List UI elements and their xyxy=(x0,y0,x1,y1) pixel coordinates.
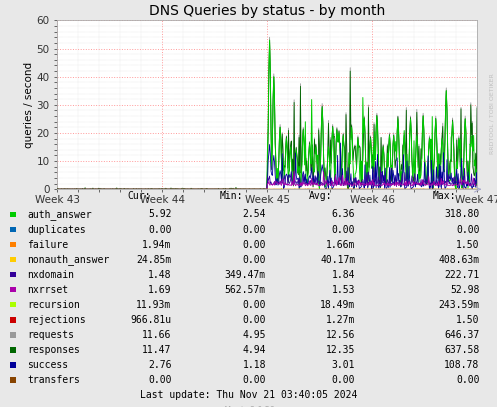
Text: 11.93m: 11.93m xyxy=(136,300,171,310)
Text: 408.63m: 408.63m xyxy=(438,255,480,265)
Text: nxrrset: nxrrset xyxy=(27,285,69,295)
Text: 1.94m: 1.94m xyxy=(142,240,171,249)
Text: failure: failure xyxy=(27,240,69,249)
Text: success: success xyxy=(27,360,69,370)
Text: nonauth_answer: nonauth_answer xyxy=(27,254,109,265)
Text: duplicates: duplicates xyxy=(27,225,86,234)
Text: 0.00: 0.00 xyxy=(332,375,355,385)
Text: transfers: transfers xyxy=(27,375,80,385)
Text: 4.94: 4.94 xyxy=(243,345,266,355)
Text: 0.00: 0.00 xyxy=(148,225,171,234)
Text: RRDTOOL / TOBI OETIKER: RRDTOOL / TOBI OETIKER xyxy=(490,74,495,154)
Text: 2.76: 2.76 xyxy=(148,360,171,370)
Text: 108.78: 108.78 xyxy=(444,360,480,370)
Title: DNS Queries by status - by month: DNS Queries by status - by month xyxy=(149,4,385,18)
Text: 243.59m: 243.59m xyxy=(438,300,480,310)
Text: auth_answer: auth_answer xyxy=(27,209,92,220)
Text: 966.81u: 966.81u xyxy=(130,315,171,325)
Text: 0.00: 0.00 xyxy=(243,240,266,249)
Text: 0.00: 0.00 xyxy=(243,315,266,325)
Text: responses: responses xyxy=(27,345,80,355)
Text: 0.00: 0.00 xyxy=(243,255,266,265)
Text: 1.66m: 1.66m xyxy=(326,240,355,249)
Text: 1.48: 1.48 xyxy=(148,270,171,280)
Text: 12.56: 12.56 xyxy=(326,330,355,340)
Text: 562.57m: 562.57m xyxy=(225,285,266,295)
Text: recursion: recursion xyxy=(27,300,80,310)
Text: 52.98: 52.98 xyxy=(450,285,480,295)
Text: 0.00: 0.00 xyxy=(456,225,480,234)
Text: 637.58: 637.58 xyxy=(444,345,480,355)
Text: rejections: rejections xyxy=(27,315,86,325)
Text: 349.47m: 349.47m xyxy=(225,270,266,280)
Text: 1.50: 1.50 xyxy=(456,315,480,325)
Text: Cur:: Cur: xyxy=(127,191,151,201)
Text: 11.47: 11.47 xyxy=(142,345,171,355)
Text: 1.50: 1.50 xyxy=(456,240,480,249)
Text: Munin 2.0.56: Munin 2.0.56 xyxy=(224,406,273,407)
Text: 0.00: 0.00 xyxy=(243,375,266,385)
Text: nxdomain: nxdomain xyxy=(27,270,75,280)
Text: 0.00: 0.00 xyxy=(148,375,171,385)
Text: 4.95: 4.95 xyxy=(243,330,266,340)
Text: 1.84: 1.84 xyxy=(332,270,355,280)
Text: 5.92: 5.92 xyxy=(148,210,171,219)
Text: 1.69: 1.69 xyxy=(148,285,171,295)
Text: 12.35: 12.35 xyxy=(326,345,355,355)
Text: 1.18: 1.18 xyxy=(243,360,266,370)
Text: 6.36: 6.36 xyxy=(332,210,355,219)
Text: Min:: Min: xyxy=(219,191,243,201)
Text: 318.80: 318.80 xyxy=(444,210,480,219)
Text: 0.00: 0.00 xyxy=(243,225,266,234)
Text: Last update: Thu Nov 21 03:40:05 2024: Last update: Thu Nov 21 03:40:05 2024 xyxy=(140,390,357,400)
Text: 646.37: 646.37 xyxy=(444,330,480,340)
Text: 40.17m: 40.17m xyxy=(320,255,355,265)
Text: requests: requests xyxy=(27,330,75,340)
Text: 0.00: 0.00 xyxy=(456,375,480,385)
Text: 18.49m: 18.49m xyxy=(320,300,355,310)
Text: 0.00: 0.00 xyxy=(243,300,266,310)
Text: 0.00: 0.00 xyxy=(332,225,355,234)
Y-axis label: queries / second: queries / second xyxy=(24,62,34,148)
Text: 1.27m: 1.27m xyxy=(326,315,355,325)
Text: 24.85m: 24.85m xyxy=(136,255,171,265)
Text: 1.53: 1.53 xyxy=(332,285,355,295)
Text: 3.01: 3.01 xyxy=(332,360,355,370)
Text: Max:: Max: xyxy=(433,191,457,201)
Text: 222.71: 222.71 xyxy=(444,270,480,280)
Text: Avg:: Avg: xyxy=(309,191,332,201)
Text: 11.66: 11.66 xyxy=(142,330,171,340)
Text: 2.54: 2.54 xyxy=(243,210,266,219)
